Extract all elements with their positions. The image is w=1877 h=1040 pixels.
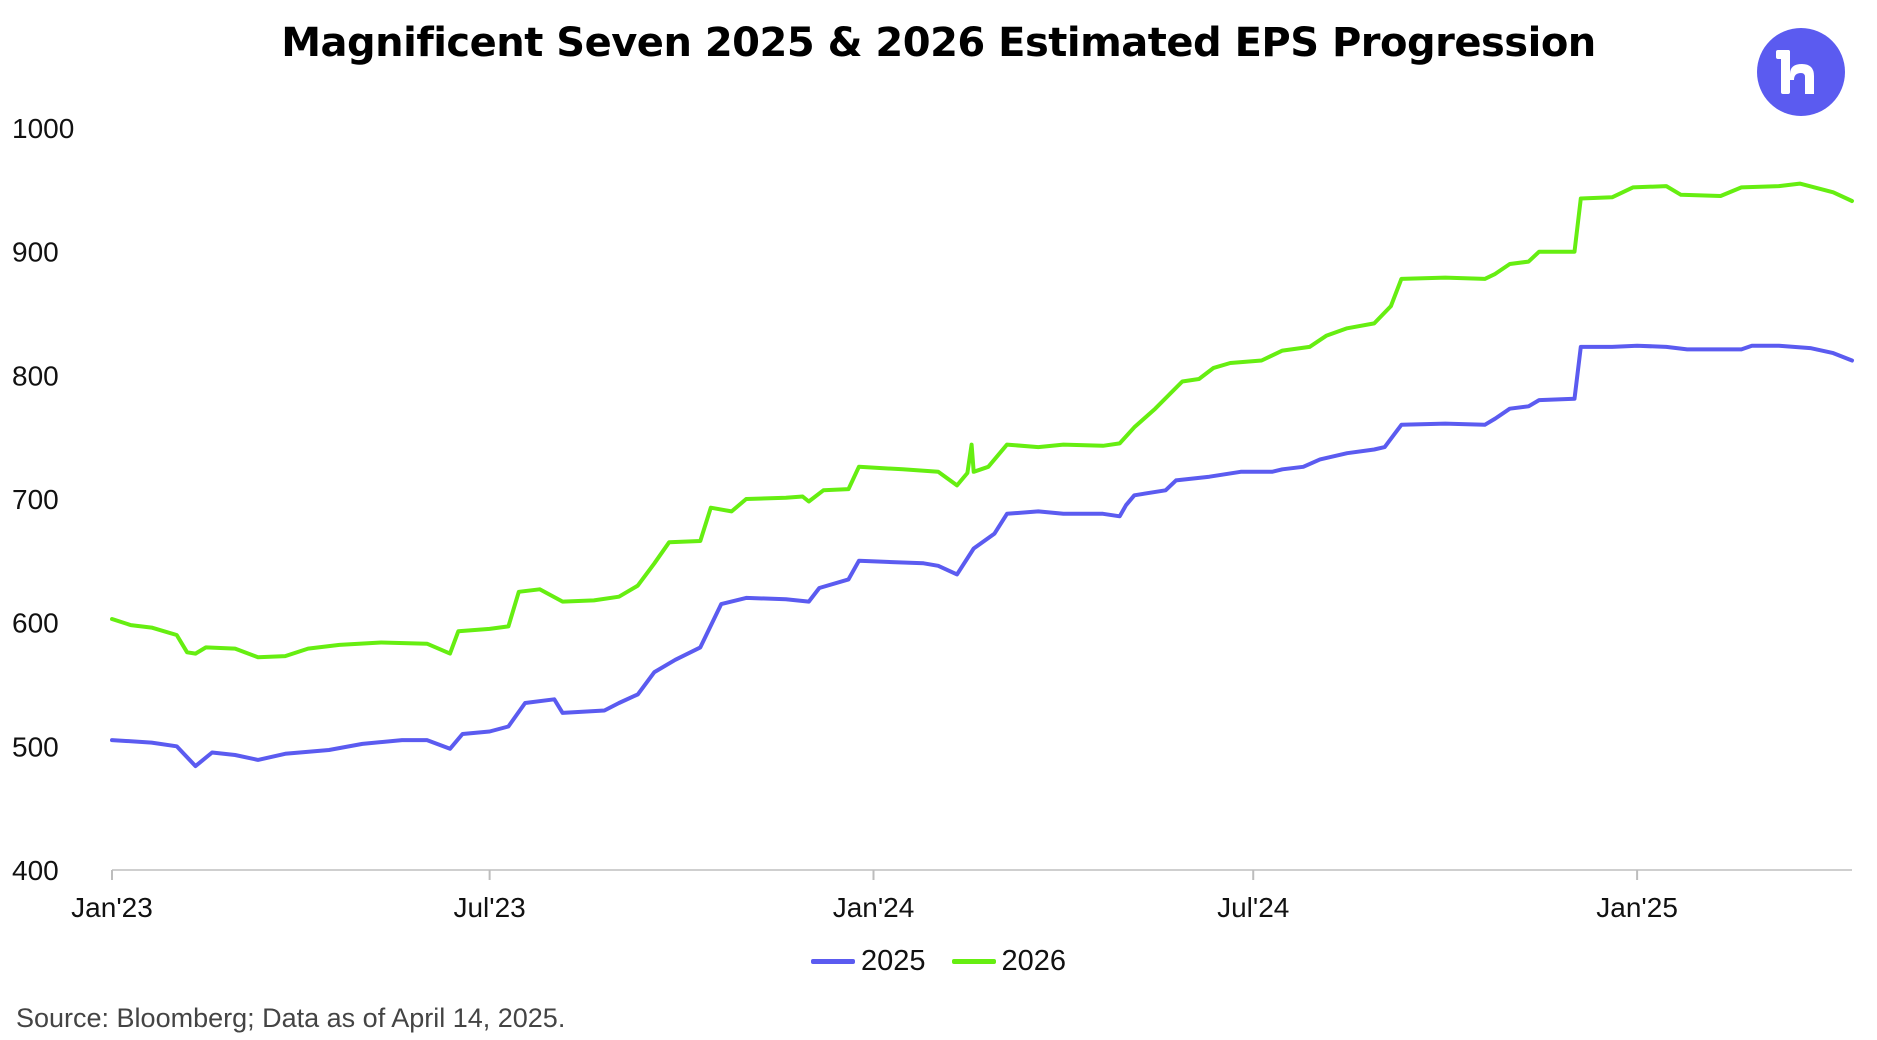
x-tick-label: Jan'25 (1596, 892, 1678, 923)
series-line-2025 (110, 343, 1854, 769)
y-tick-label: 500 (12, 731, 59, 762)
chart-title: Magnificent Seven 2025 & 2026 Estimated … (281, 20, 1596, 66)
y-tick-label: 1000 (12, 113, 74, 144)
legend-swatch-2026 (951, 959, 996, 964)
brand-logo-glyph (1776, 50, 1814, 94)
y-tick-label: 400 (12, 855, 59, 886)
x-tick-label: Jul'24 (1217, 892, 1289, 923)
legend-label-2025: 2025 (860, 945, 926, 977)
chart-legend: 2025 2026 (0, 945, 1877, 978)
x-tick-label: Jul'23 (453, 892, 525, 923)
y-tick-label: 700 (12, 484, 59, 515)
legend-item-2026: 2026 (951, 945, 1067, 978)
x-tick-label: Jan'24 (833, 892, 915, 923)
brand-logo-icon (1757, 28, 1845, 116)
legend-swatch-2025 (810, 959, 855, 964)
y-tick-label: 600 (12, 608, 59, 639)
y-tick-label: 900 (12, 237, 59, 268)
y-axis-ticks: 400 500 600 700 800 900 1000 (12, 113, 74, 886)
y-tick-label: 800 (12, 360, 59, 391)
legend-label-2026: 2026 (1001, 945, 1067, 977)
legend-item-2025: 2025 (810, 945, 926, 978)
x-axis-ticks: Jan'23 Jul'23 Jan'24 Jul'24 Jan'25 (71, 870, 1678, 923)
series-line-2026 (110, 181, 1854, 660)
x-tick-label: Jan'23 (71, 892, 153, 923)
series-lines (110, 181, 1854, 769)
source-note: Source: Bloomberg; Data as of April 14, … (16, 1003, 566, 1033)
